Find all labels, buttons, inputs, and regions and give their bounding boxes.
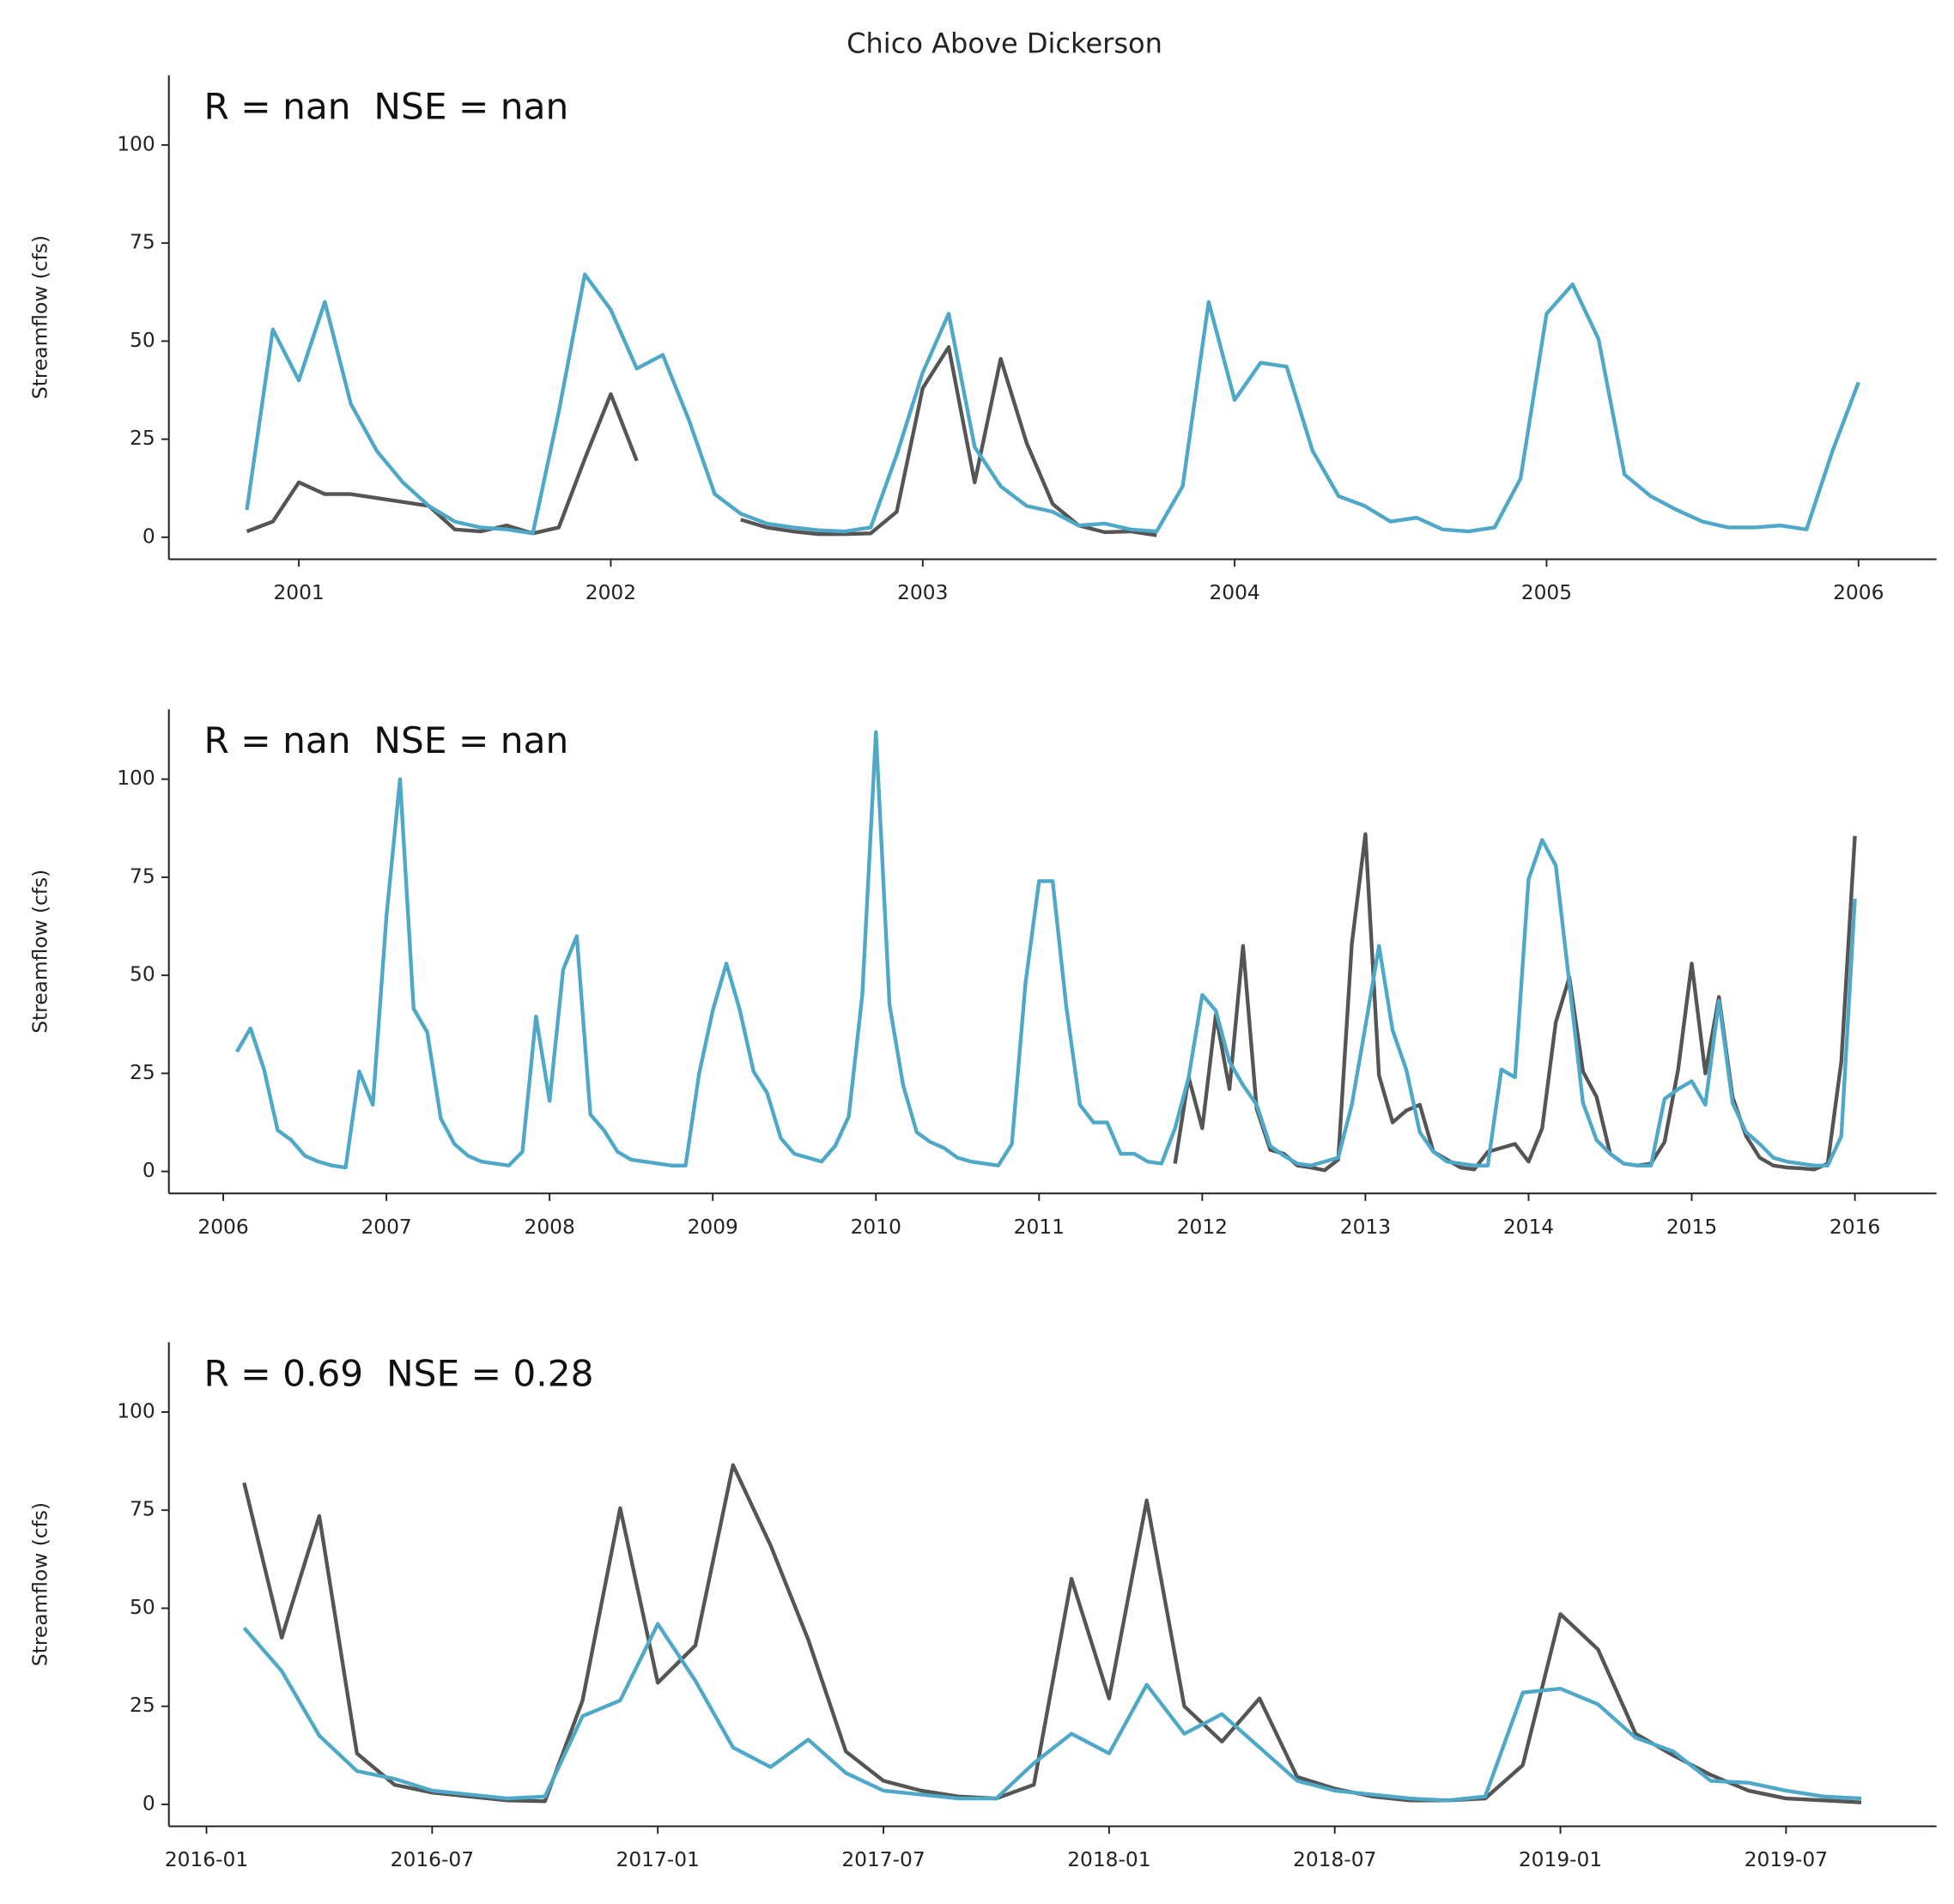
y-axis-label: Streamflow (cfs) xyxy=(29,235,52,399)
x-tick-label: 2009 xyxy=(688,1216,738,1239)
y-tick-label: 100 xyxy=(117,767,155,790)
x-tick-label: 2017-01 xyxy=(616,1848,700,1871)
x-tick-label: 2018-01 xyxy=(1067,1848,1150,1871)
x-tick-label: 2019-07 xyxy=(1745,1848,1828,1871)
series-line xyxy=(235,730,1857,1170)
y-tick-label: 75 xyxy=(130,231,155,254)
annotation: R = nan NSE = nan xyxy=(204,719,569,761)
y-tick-label: 25 xyxy=(130,1061,155,1084)
y-tick-label: 50 xyxy=(130,963,155,986)
series-line xyxy=(242,1463,1862,1804)
series-line xyxy=(242,1622,1862,1803)
x-tick-label: 2007 xyxy=(361,1216,411,1239)
y-tick-label: 25 xyxy=(130,1694,155,1717)
x-tick-label: 2018-07 xyxy=(1293,1848,1376,1871)
x-tick-label: 2001 xyxy=(273,581,324,604)
x-tick-label: 2015 xyxy=(1666,1216,1717,1239)
y-tick-label: 0 xyxy=(143,1792,155,1815)
series-line xyxy=(246,345,1157,537)
y-tick-label: 75 xyxy=(130,864,155,888)
x-tick-label: 2002 xyxy=(586,581,636,604)
x-tick-label: 2014 xyxy=(1503,1216,1554,1239)
x-tick-label: 2013 xyxy=(1340,1216,1391,1239)
series-line xyxy=(245,272,1860,536)
x-tick-label: 2008 xyxy=(525,1216,575,1239)
x-tick-label: 2003 xyxy=(897,581,948,604)
x-tick-label: 2017-07 xyxy=(841,1848,925,1871)
y-tick-label: 25 xyxy=(130,427,155,450)
x-tick-label: 2005 xyxy=(1521,581,1572,604)
series-line xyxy=(1173,832,1857,1173)
x-tick-label: 2010 xyxy=(851,1216,901,1239)
y-axis-label: Streamflow (cfs) xyxy=(29,870,52,1034)
y-tick-label: 100 xyxy=(117,1399,155,1422)
y-tick-label: 0 xyxy=(143,525,155,548)
x-tick-label: 2016-07 xyxy=(391,1848,474,1871)
y-axis-label: Streamflow (cfs) xyxy=(29,1502,52,1666)
x-tick-label: 2004 xyxy=(1209,581,1259,604)
y-tick-label: 100 xyxy=(117,132,155,155)
annotation: R = 0.69 NSE = 0.28 xyxy=(204,1352,594,1394)
y-tick-label: 75 xyxy=(130,1498,155,1521)
annotation: R = nan NSE = nan xyxy=(204,85,569,127)
x-tick-label: 2006 xyxy=(197,1216,248,1239)
x-tick-label: 2016-01 xyxy=(165,1848,248,1871)
x-tick-label: 2006 xyxy=(1833,581,1884,604)
y-tick-label: 0 xyxy=(143,1159,155,1182)
x-tick-label: 2016 xyxy=(1830,1216,1880,1239)
x-tick-label: 2019-01 xyxy=(1519,1848,1602,1871)
x-tick-label: 2012 xyxy=(1177,1216,1228,1239)
figure-title: Chico Above Dickerson xyxy=(847,27,1162,60)
y-tick-label: 50 xyxy=(130,1596,155,1619)
x-tick-label: 2011 xyxy=(1014,1216,1065,1239)
y-tick-label: 50 xyxy=(130,329,155,352)
